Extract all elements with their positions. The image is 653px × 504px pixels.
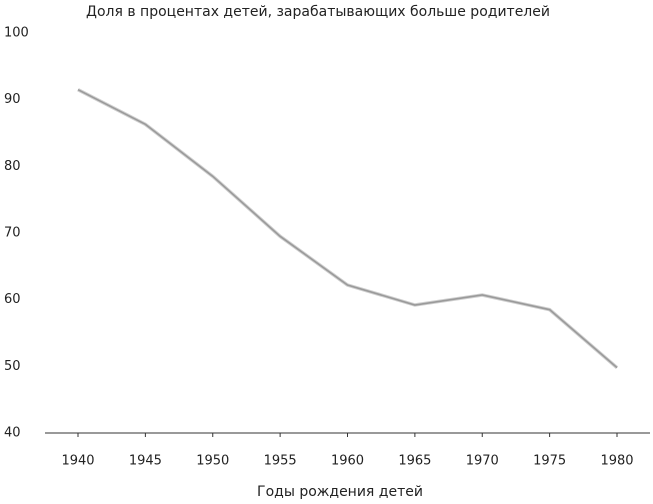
y-tick-label: 50 [4, 359, 21, 374]
data-line-shadow [77, 88, 619, 369]
y-tick-label: 100 [4, 26, 29, 41]
x-tick-label: 1940 [61, 454, 94, 469]
x-tick-label: 1950 [196, 454, 229, 469]
y-tick-label: 70 [4, 226, 21, 241]
y-tick-label: 90 [4, 92, 21, 107]
y-tick-label: 40 [4, 426, 21, 441]
chart-title: Доля в процентах детей, зарабатывающих б… [86, 4, 550, 20]
x-tick-label: 1955 [264, 454, 297, 469]
x-tick-label: 1960 [331, 454, 364, 469]
x-axis-label: Годы рождения детей [257, 484, 423, 500]
x-tick-label: 1945 [129, 454, 162, 469]
x-tick-label: 1975 [533, 454, 566, 469]
data-line [77, 88, 618, 369]
x-tick-label: 1970 [466, 454, 499, 469]
x-tick-label: 1965 [398, 454, 431, 469]
y-tick-label: 80 [4, 159, 21, 174]
y-tick-label: 60 [4, 292, 21, 307]
x-tick-label: 1980 [600, 454, 633, 469]
